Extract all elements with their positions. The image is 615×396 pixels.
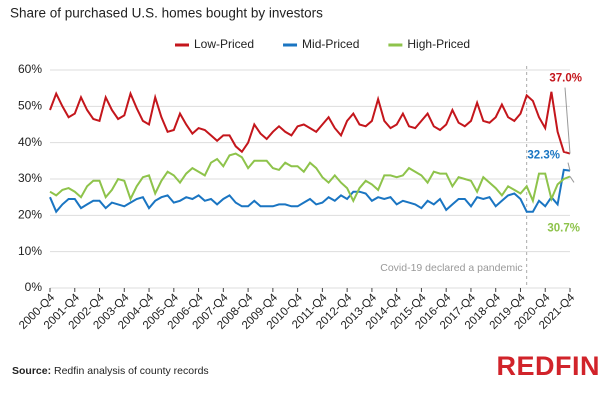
source-label: Source: — [12, 365, 51, 377]
label-leader — [564, 87, 571, 154]
y-tick-label: 30% — [18, 171, 42, 185]
y-tick-label: 20% — [18, 208, 42, 222]
legend-label: Mid-Priced — [302, 37, 359, 51]
y-tick-label: 60% — [18, 62, 42, 76]
logo: REDFIN — [497, 351, 601, 381]
source: Redfin analysis of county records — [54, 365, 209, 377]
value-label: 37.0% — [549, 73, 582, 85]
series-line — [49, 152, 571, 205]
label-leader — [567, 162, 571, 171]
y-tick-label: 50% — [18, 99, 42, 113]
value-label: 32.3% — [527, 150, 560, 162]
series-line — [49, 90, 571, 155]
legend-label: Low-Priced — [194, 37, 254, 51]
value-label: 30.7% — [547, 222, 580, 234]
series-line — [49, 168, 571, 214]
chart-title: Share of purchased U.S. homes bought by … — [10, 6, 323, 21]
y-tick-label: 10% — [18, 244, 42, 258]
annotation: Covid-19 declared a pandemic — [380, 262, 522, 274]
label-leader — [569, 176, 575, 183]
y-tick-label: 0% — [25, 280, 43, 294]
legend-label: High-Priced — [407, 37, 470, 51]
y-tick-label: 40% — [18, 135, 42, 149]
